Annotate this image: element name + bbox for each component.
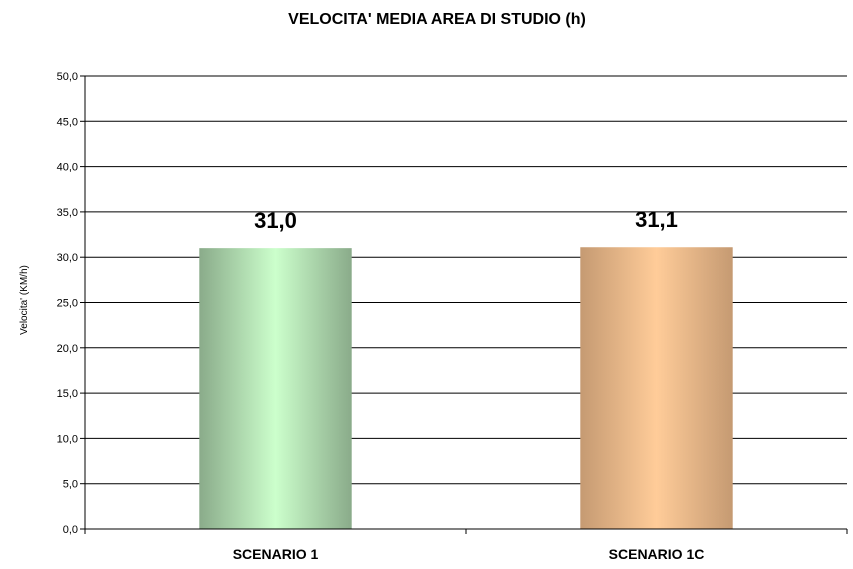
data-labels: 31,0 31,1 [254,207,678,233]
y-tick-label: 35,0 [57,207,78,219]
y-tick-label: 10,0 [57,433,78,445]
data-label: 31,0 [254,208,297,233]
y-tick-label: 5,0 [63,479,78,491]
y-tick-label: 20,0 [57,343,78,355]
bar-2 [580,247,733,529]
data-label: 31,1 [635,207,678,232]
bar-1 [199,248,352,529]
bars [199,247,733,529]
x-category-label: SCENARIO 1C [609,546,705,562]
y-tick-label: 0,0 [63,524,78,536]
y-tick-label: 15,0 [57,388,78,400]
chart-title: VELOCITA' MEDIA AREA DI STUDIO (h) [288,11,586,28]
y-axis-ticks: 0,0 5,0 10,0 15,0 20,0 25,0 30,0 35,0 40,0 45,0 50… [57,71,85,536]
y-tick-label: 25,0 [57,298,78,310]
y-tick-label: 50,0 [57,71,78,83]
y-tick-label: 45,0 [57,116,78,128]
axes [84,76,848,534]
category-labels: SCENARIO 1 SCENARIO 1C [233,546,705,562]
y-tick-label: 30,0 [57,252,78,264]
y-axis-label: Velocita' (KM/h) [19,265,30,335]
y-tick-label: 40,0 [57,162,78,174]
x-category-label: SCENARIO 1 [233,546,319,562]
